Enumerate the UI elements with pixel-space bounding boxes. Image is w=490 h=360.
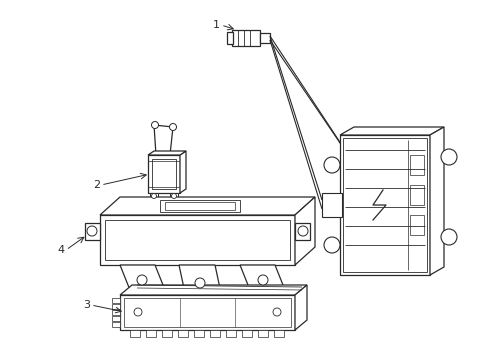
Text: 1: 1 [213, 20, 220, 30]
Polygon shape [340, 127, 444, 135]
Bar [410, 155, 424, 175]
Bar [162, 330, 172, 337]
Text: 3: 3 [83, 300, 90, 310]
Bar [146, 330, 156, 337]
Polygon shape [100, 215, 295, 265]
Circle shape [134, 308, 142, 316]
Bar [226, 330, 236, 337]
Circle shape [258, 275, 268, 285]
Bar [343, 138, 427, 272]
Polygon shape [100, 197, 315, 215]
Circle shape [170, 123, 176, 131]
Bar [410, 215, 424, 235]
Circle shape [151, 122, 158, 129]
Polygon shape [240, 265, 285, 290]
Circle shape [441, 149, 457, 165]
Bar [410, 185, 424, 205]
Bar [112, 322, 120, 327]
Circle shape [298, 226, 308, 236]
Bar [130, 330, 140, 337]
Bar [112, 310, 120, 315]
Polygon shape [180, 151, 186, 193]
Bar [152, 159, 176, 189]
Bar [260, 33, 270, 43]
Polygon shape [295, 223, 310, 240]
Circle shape [441, 229, 457, 245]
Bar [322, 193, 342, 217]
Circle shape [87, 226, 97, 236]
Bar [227, 32, 233, 44]
Polygon shape [295, 285, 307, 330]
Circle shape [273, 308, 281, 316]
Bar [112, 316, 120, 321]
Bar [242, 330, 252, 337]
Polygon shape [179, 265, 221, 293]
Polygon shape [340, 135, 430, 275]
Bar [232, 30, 260, 46]
Bar [124, 298, 291, 327]
Circle shape [324, 157, 340, 173]
Bar [170, 193, 178, 198]
Polygon shape [85, 223, 100, 240]
Circle shape [151, 194, 156, 198]
Text: 2: 2 [93, 180, 100, 190]
Polygon shape [430, 127, 444, 275]
Polygon shape [148, 151, 186, 155]
Bar [112, 304, 120, 309]
Circle shape [324, 237, 340, 253]
Bar [105, 220, 290, 260]
Polygon shape [295, 197, 315, 265]
Bar [148, 155, 180, 193]
Polygon shape [120, 285, 307, 295]
Circle shape [195, 278, 205, 288]
Polygon shape [120, 265, 165, 290]
Bar [194, 330, 204, 337]
Text: 4: 4 [58, 245, 65, 255]
Bar [274, 330, 284, 337]
Polygon shape [120, 295, 295, 330]
Bar [150, 193, 158, 198]
Bar [258, 330, 268, 337]
Circle shape [137, 275, 147, 285]
Circle shape [172, 194, 176, 198]
Bar [112, 298, 120, 303]
Bar [178, 330, 188, 337]
Bar [210, 330, 220, 337]
